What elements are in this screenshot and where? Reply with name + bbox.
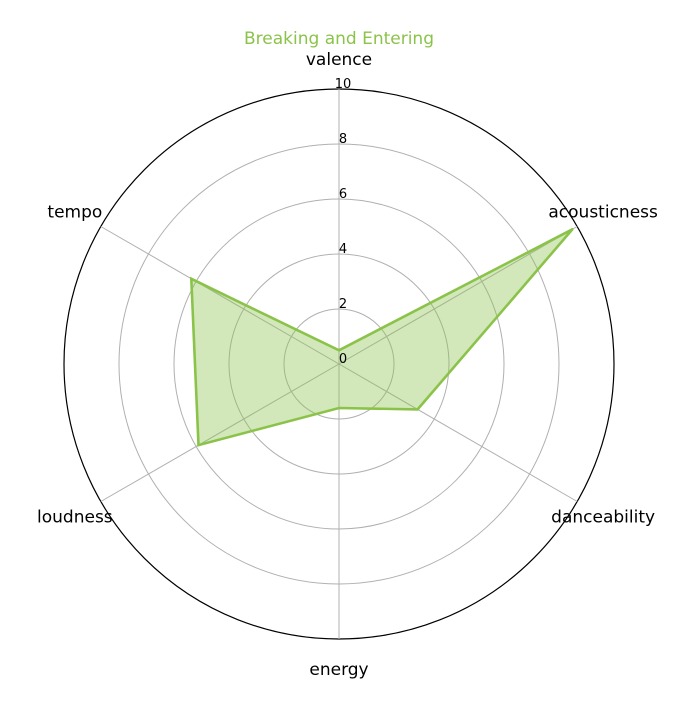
series-0-point-tempo bbox=[190, 277, 193, 280]
spoke-acousticness bbox=[338, 226, 578, 365]
spoke-loudness bbox=[100, 363, 340, 502]
tick-label-layer: 0 2 4 6 8 10 bbox=[335, 77, 352, 367]
axis-label-tempo: tempo bbox=[47, 203, 102, 223]
axis-label-energy: energy bbox=[309, 660, 368, 680]
tick-label-8: 8 bbox=[339, 132, 347, 147]
tick-label-6: 6 bbox=[339, 187, 347, 202]
series-0-point-energy bbox=[337, 406, 341, 410]
chart-title: Breaking and Entering bbox=[244, 29, 434, 49]
series-0-point-valence bbox=[337, 349, 341, 352]
spoke-danceability bbox=[338, 363, 578, 502]
series-layer bbox=[189, 228, 574, 447]
spoke-layer bbox=[100, 89, 578, 639]
axis-label-loudness: loudness bbox=[37, 508, 113, 528]
tick-label-0: 0 bbox=[339, 352, 347, 367]
axis-label-acousticness: acousticness bbox=[548, 203, 658, 223]
series-0-point-loudness bbox=[197, 443, 200, 447]
axis-label-danceability: danceability bbox=[551, 508, 655, 528]
tick-label-10: 10 bbox=[335, 77, 352, 92]
series-0-point-danceability bbox=[416, 408, 419, 411]
tick-label-2: 2 bbox=[339, 297, 347, 312]
axis-label-valence: valence bbox=[306, 50, 372, 70]
series-0-point-acousticness bbox=[571, 228, 574, 231]
spoke-tempo bbox=[100, 226, 340, 365]
series-0-area bbox=[189, 228, 574, 447]
axis-label-layer: valence acousticness danceability energy lou… bbox=[37, 50, 658, 680]
tick-label-4: 4 bbox=[339, 242, 347, 257]
